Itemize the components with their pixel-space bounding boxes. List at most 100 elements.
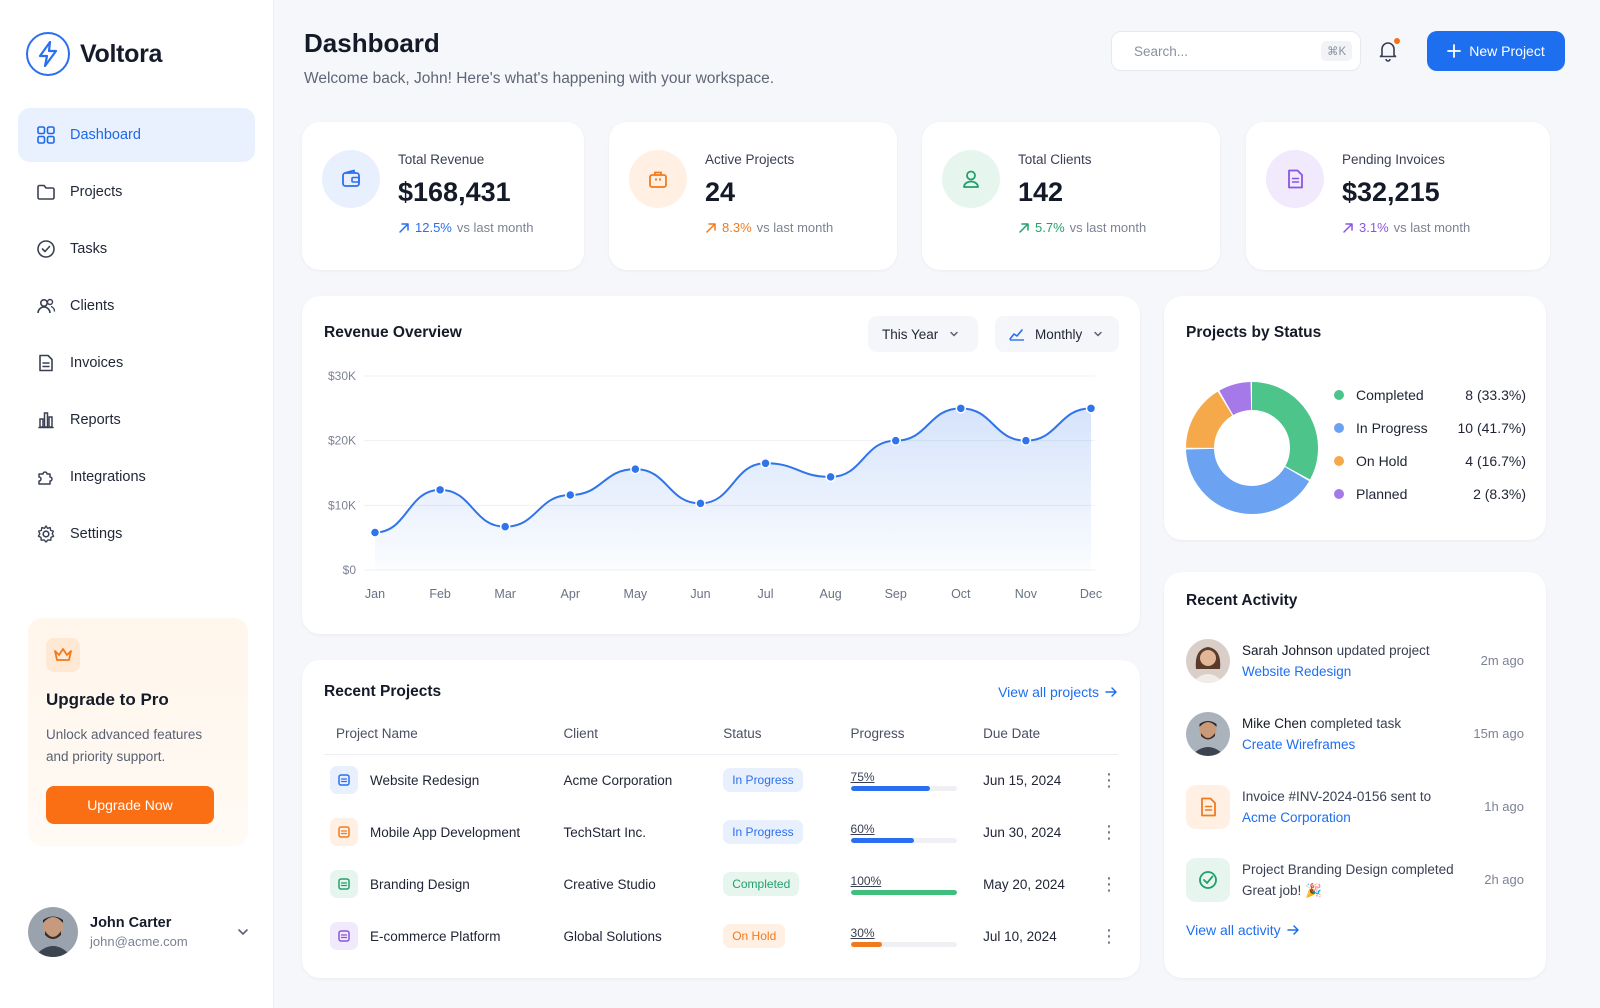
stat-card-total-clients[interactable]: Total Clients 142 5.7% vs last month (922, 122, 1220, 270)
legend-label: Planned (1356, 485, 1408, 502)
stat-change: 8.3% vs last month (705, 220, 833, 235)
more-options-icon[interactable]: ⋮ (1099, 821, 1118, 842)
project-name[interactable]: Mobile App Development (370, 824, 521, 840)
brand[interactable]: Voltora (18, 28, 255, 80)
column-header[interactable]: Due Date (983, 714, 1100, 755)
progress-bar: 100% (850, 874, 957, 895)
arrow-right-icon (1105, 687, 1117, 697)
granularity-select[interactable]: Monthly (995, 316, 1119, 352)
status-badge: Completed (723, 872, 800, 896)
donut-slice-in-progress[interactable] (1186, 382, 1318, 514)
sidebar-item-projects[interactable]: Projects (18, 165, 255, 219)
activity-target-link[interactable]: Create Wireframes (1242, 736, 1356, 752)
y-tick-label: $10K (328, 498, 356, 512)
arrow-right-icon (1286, 925, 1299, 935)
wallet-icon (322, 150, 380, 208)
project-name[interactable]: Branding Design (370, 876, 470, 892)
data-point-aug[interactable] (825, 471, 836, 483)
view-all-projects-link[interactable]: View all projects (998, 684, 1118, 700)
data-point-sep[interactable] (890, 435, 901, 446)
crown-icon (46, 638, 80, 672)
new-project-button[interactable]: New Project (1427, 31, 1565, 71)
sidebar-item-reports[interactable]: Reports (18, 393, 255, 447)
data-point-oct[interactable] (955, 403, 967, 414)
more-options-icon[interactable]: ⋮ (1099, 873, 1118, 894)
data-point-dec[interactable] (1085, 403, 1097, 414)
upgrade-card: Upgrade to Pro Unlock advanced features … (28, 618, 248, 846)
project-name[interactable]: Website Redesign (370, 772, 480, 788)
data-point-may[interactable] (630, 463, 641, 475)
bar-chart-icon (38, 412, 54, 429)
stat-change: 5.7% vs last month (1018, 220, 1146, 235)
column-header[interactable]: Project Name (324, 714, 564, 755)
progress-fill (850, 785, 931, 791)
more-options-icon[interactable]: ⋮ (1099, 769, 1118, 790)
sidebar-item-invoices[interactable]: Invoices (18, 336, 255, 390)
data-point-jan[interactable] (369, 527, 381, 538)
chevron-down-icon (950, 331, 959, 337)
search-box[interactable]: ⌘K (1111, 31, 1361, 71)
page-title: Dashboard (304, 28, 440, 58)
notifications-button[interactable] (1376, 38, 1402, 64)
table-row[interactable]: Mobile App Development TechStart Inc. In P… (324, 806, 1118, 858)
data-point-mar[interactable] (499, 521, 511, 532)
bell-icon (1379, 42, 1397, 62)
activity-action: Project Branding Design completed (1242, 861, 1454, 877)
legend-item-completed[interactable]: Completed 8 (33.3%) (1334, 378, 1526, 411)
table-row[interactable]: Website Redesign Acme Corporation In Progr… (324, 754, 1118, 806)
brand-name: Voltora (80, 39, 163, 68)
project-name[interactable]: E-commerce Platform (370, 928, 501, 944)
activity-target-link[interactable]: Acme Corporation (1242, 809, 1351, 825)
stat-card-active-projects[interactable]: Active Projects 24 8.3% vs last month (609, 122, 897, 270)
column-header[interactable]: Status (723, 714, 851, 755)
legend-dot (1334, 455, 1344, 466)
stat-card-pending-invoices[interactable]: Pending Invoices $32,215 3.1% vs last month (1246, 122, 1550, 270)
column-header[interactable]: Client (563, 714, 724, 755)
data-point-feb[interactable] (434, 484, 446, 496)
activity-time: 2m ago (1480, 653, 1524, 668)
activity-target-link[interactable]: Website Redesign (1242, 663, 1352, 679)
upgrade-now-button[interactable]: Upgrade Now (46, 786, 214, 824)
stat-card-total-revenue[interactable]: Total Revenue $168,431 12.5% vs last month (302, 122, 584, 270)
activity-item[interactable]: Sarah Johnson updated project Website Red… (1186, 624, 1524, 697)
search-input[interactable] (1134, 43, 1311, 59)
sidebar-item-dashboard[interactable]: Dashboard (18, 108, 255, 162)
table-row[interactable]: E-commerce Platform Global Solutions On Ho… (324, 910, 1118, 962)
project-client: Acme Corporation (563, 772, 673, 788)
sidebar-item-settings[interactable]: Settings (18, 507, 255, 561)
progress-label: 60% (850, 821, 875, 836)
data-point-nov[interactable] (1020, 435, 1032, 446)
data-point-jun[interactable] (695, 498, 706, 509)
more-options-icon[interactable]: ⋮ (1099, 925, 1118, 946)
legend-item-planned[interactable]: Planned 2 (8.3%) (1334, 477, 1526, 510)
x-tick-label: Mar (494, 587, 516, 601)
data-point-jul[interactable] (760, 458, 771, 469)
stat-change: 12.5% vs last month (398, 220, 533, 235)
sidebar-item-label: Dashboard (70, 127, 141, 143)
trend-up-icon (706, 222, 716, 233)
activity-item[interactable]: Invoice #INV-2024-0156 sent to Acme Corpo… (1186, 770, 1524, 843)
table-row[interactable]: Branding Design Creative Studio Completed 1… (324, 858, 1118, 910)
view-all-activity-link[interactable]: View all activity (1186, 922, 1524, 938)
main-content: Dashboard Welcome back, John! Here's wha… (274, 0, 1600, 1008)
column-header[interactable]: Progress (850, 714, 984, 755)
activity-actor[interactable]: Sarah Johnson (1242, 642, 1333, 658)
legend-item-in-progress[interactable]: In Progress 10 (41.7%) (1334, 411, 1526, 444)
activity-actor[interactable]: Mike Chen (1242, 715, 1307, 731)
activity-item[interactable]: Project Branding Design completed Great j… (1186, 843, 1524, 916)
sidebar-item-integrations[interactable]: Integrations (18, 450, 255, 504)
sidebar-item-label: Clients (70, 298, 115, 314)
sidebar-item-tasks[interactable]: Tasks (18, 222, 255, 276)
activity-item[interactable]: Mike Chen completed task Create Wireframe… (1186, 697, 1524, 770)
stat-change-suffix: vs last month (456, 220, 534, 235)
chevron-down-icon[interactable] (236, 925, 250, 939)
x-tick-label: Jan (365, 587, 385, 601)
period-select[interactable]: This Year (868, 316, 978, 352)
stat-change-value: 5.7% (1035, 220, 1065, 235)
data-point-apr[interactable] (565, 489, 576, 501)
user-menu[interactable]: John Carter john@acme.com (28, 906, 250, 958)
sidebar-item-clients[interactable]: Clients (18, 279, 255, 333)
donut-slice-completed[interactable] (1186, 382, 1318, 514)
legend-item-on-hold[interactable]: On Hold 4 (16.7%) (1334, 444, 1526, 477)
stat-change-value: 12.5% (415, 220, 452, 235)
